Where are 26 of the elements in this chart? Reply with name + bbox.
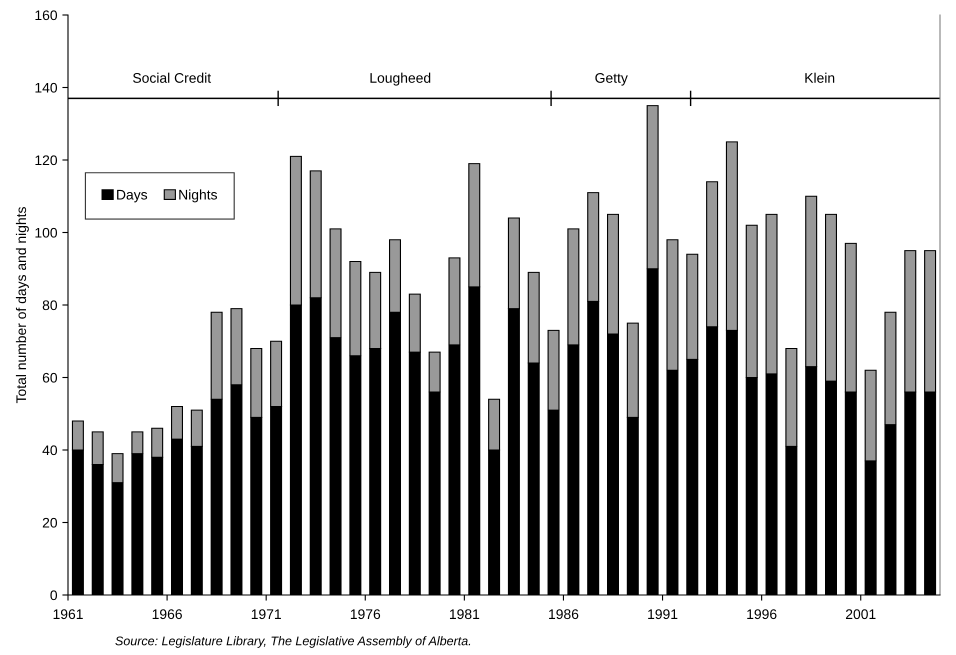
x-tick-label: 1981: [450, 609, 480, 620]
y-tick-label: 40: [42, 445, 58, 456]
y-tick-label: 140: [35, 82, 58, 93]
x-tick-label: 1961: [54, 609, 83, 620]
y-tick-label: 120: [35, 155, 58, 166]
legend-label: Days: [117, 190, 148, 202]
y-tick-label: 100: [35, 228, 58, 238]
y-axis-title: Total number of days and nights: [16, 207, 29, 404]
annotation: Social Credit: [133, 72, 212, 83]
annotation: Klein: [805, 72, 834, 83]
annotation: Lougheed: [370, 72, 430, 86]
x-tick-label: 1996: [747, 609, 776, 620]
y-tick-label: 20: [42, 518, 58, 528]
y-tick-label: 160: [35, 10, 58, 20]
x-tick-label: 1986: [549, 609, 578, 620]
y-tick-label: 0: [50, 590, 58, 600]
y-tick-label: 80: [42, 300, 58, 310]
x-tick-label: 2001: [846, 609, 876, 620]
source-note: Source: Legislature Library, The Legislative Assembly of Alberta.: [115, 636, 470, 648]
x-tick-label: 1966: [152, 609, 182, 620]
legend-label: Nights: [179, 189, 218, 202]
x-tick-label: 1971: [252, 609, 281, 620]
annotation: Getty: [595, 73, 628, 86]
x-tick-label: 1976: [350, 609, 380, 620]
y-tick-label: 60: [42, 372, 58, 383]
x-tick-label: 1991: [648, 609, 678, 620]
